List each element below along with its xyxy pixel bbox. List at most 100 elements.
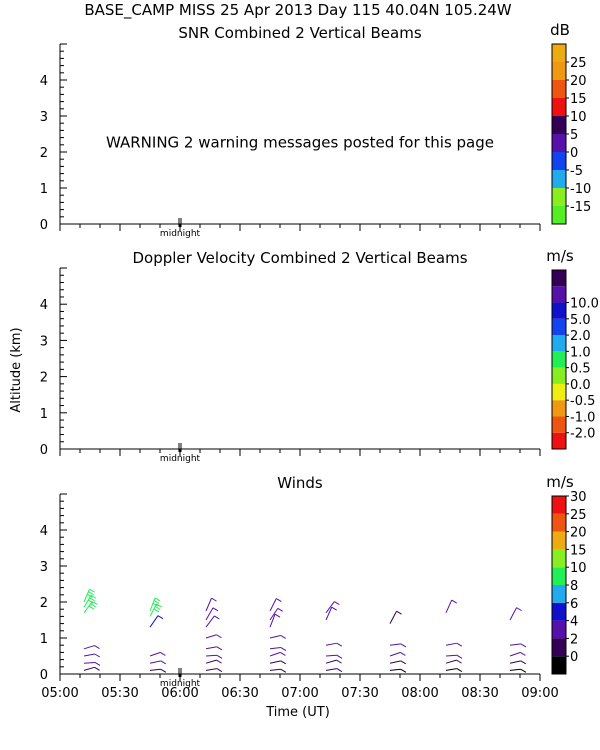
colorbar-label: 20 — [570, 74, 587, 89]
wind-barb-flag — [90, 603, 96, 608]
wind-barb-flag — [520, 668, 527, 673]
colorbar-label: -15 — [570, 200, 591, 215]
y-tick-label: 2 — [40, 596, 48, 611]
wind-barb-flag — [214, 615, 220, 620]
wind-barb — [149, 615, 164, 628]
wind-barb-staff — [269, 647, 281, 650]
colorbar-segment — [552, 302, 566, 319]
midnight-label: midnight — [160, 679, 201, 689]
colorbar-label: -1.0 — [570, 410, 595, 425]
wind-barb — [149, 660, 167, 665]
colorbar-segment — [552, 335, 566, 352]
colorbar-segment — [552, 134, 566, 152]
wind-barb — [325, 601, 340, 614]
wind-barb-flag — [88, 591, 94, 596]
colorbar-segment — [552, 638, 566, 657]
y-tick-label: 0 — [40, 443, 48, 458]
wind-barb-flag — [336, 659, 342, 664]
x-tick-label: 05:30 — [101, 686, 138, 701]
colorbar-unit: dB — [550, 21, 570, 39]
y-tick-label: 1 — [40, 182, 48, 197]
wind-barb — [389, 610, 402, 624]
wind-barb — [269, 651, 286, 657]
colorbar-segment — [552, 170, 566, 188]
wind-barb-flag — [154, 606, 161, 610]
y-tick-label: 3 — [40, 110, 48, 125]
wind-barb — [205, 668, 223, 673]
colorbar-segment — [552, 152, 566, 170]
wind-barb — [445, 668, 463, 673]
wind-barb-staff — [269, 660, 281, 664]
wind-barb — [205, 654, 223, 659]
wind-barb-flag — [280, 651, 286, 656]
wind-barb — [269, 634, 286, 639]
colorbar-label: 25 — [570, 56, 587, 71]
wind-barb-staff — [83, 666, 95, 671]
wind-barb — [389, 643, 407, 648]
wind-barb — [269, 613, 281, 628]
colorbar-segment — [552, 270, 566, 287]
wind-barb-flag — [160, 651, 166, 656]
wind-barb-flag — [456, 654, 463, 659]
wind-barb-staff — [149, 603, 157, 617]
wind-barb-flag — [94, 645, 100, 649]
wind-barb-staff — [205, 597, 212, 612]
wind-barb-staff — [389, 643, 401, 646]
wind-barb-staff — [205, 668, 217, 671]
wind-barb-staff — [509, 651, 521, 657]
wind-barb — [325, 606, 337, 621]
midnight-label: midnight — [160, 454, 201, 464]
wind-barb-staff — [509, 660, 521, 664]
wind-barb — [509, 643, 527, 648]
colorbar-segment — [552, 585, 566, 603]
wind-barb — [149, 603, 162, 617]
wind-barb-staff — [149, 668, 161, 671]
x-tick-label: 08:00 — [401, 686, 438, 701]
header-text: BASE_CAMP MISS 25 Apr 2013 Day 115 40.04… — [84, 1, 511, 20]
colorbar-label: -0.5 — [570, 394, 595, 409]
wind-barb-staff — [325, 659, 337, 664]
colorbar-frame — [551, 269, 567, 450]
wind-barb — [205, 634, 222, 639]
colorbar-segment — [552, 496, 566, 514]
wind-barb-staff — [205, 659, 217, 664]
colorbar-segment — [552, 44, 566, 62]
colorbar-label: 10 — [570, 110, 587, 125]
x-tick-label: 05:00 — [41, 686, 78, 701]
wind-barb-flag — [88, 605, 95, 610]
wind-barb-flag — [216, 654, 223, 659]
colorbar-label: 4 — [570, 615, 578, 630]
y-tick-label: 0 — [40, 218, 48, 233]
wind-barb — [83, 653, 101, 658]
wind-barb-flag — [456, 659, 462, 664]
wind-barb-flag — [160, 668, 167, 673]
wind-barb — [205, 597, 217, 612]
wind-barb — [325, 659, 342, 664]
y-tick-label: 1 — [40, 632, 48, 647]
colorbar-label: 0 — [570, 650, 578, 665]
wind-barb-flag — [94, 662, 101, 666]
y-tick-label: 4 — [40, 298, 48, 313]
colorbar-segment — [552, 98, 566, 116]
y-tick-label: 2 — [40, 146, 48, 161]
wind-barb-flag — [400, 660, 407, 665]
wind-barb-flag — [336, 654, 343, 659]
wind-barb-staff — [325, 601, 335, 614]
wind-barb-staff — [325, 607, 333, 621]
colorbar-label: 20 — [570, 526, 587, 541]
colorbar-label: 0.5 — [570, 362, 591, 377]
panels-group: SNR Combined 2 Vertical Beams 0 1 2 3 4 midnig… — [40, 21, 599, 701]
panel-2: Winds 0 1 2 3 4 05:00 05:30 06:00 06:30 07:00 07:30… — [40, 473, 587, 701]
colorbar-label: -2.0 — [570, 427, 595, 442]
wind-barb-flag — [456, 642, 463, 647]
colorbar-segment — [552, 416, 566, 433]
wind-barb-flag — [94, 653, 101, 658]
wind-barb — [325, 642, 343, 647]
wind-barb-flag — [396, 610, 402, 615]
x-tick-label: 08:30 — [461, 686, 498, 701]
wind-barb-flag — [154, 597, 161, 602]
colorbar-label: 2 — [570, 632, 578, 647]
wind-barb — [205, 646, 223, 651]
colorbar-segment — [552, 351, 566, 368]
wind-barb-flag — [520, 660, 527, 665]
